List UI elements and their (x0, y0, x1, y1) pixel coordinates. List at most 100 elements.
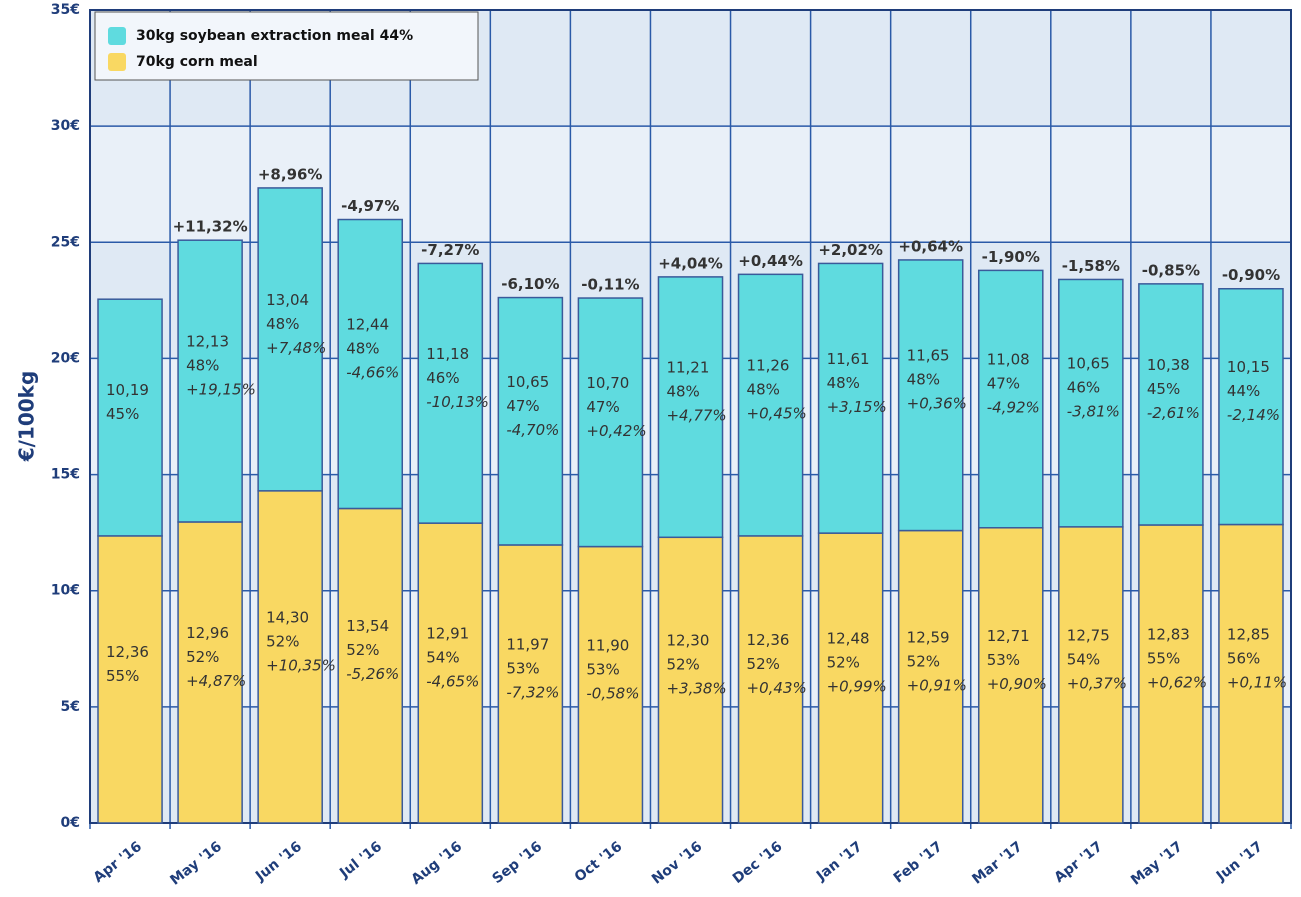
bar-label: -4,66% (346, 364, 399, 382)
bar-label: 52% (907, 652, 940, 670)
bar-label: 47% (506, 397, 539, 415)
bar-label: 12,85 (1227, 625, 1270, 643)
bar-label: 45% (106, 405, 139, 423)
bar-label: 48% (266, 315, 299, 333)
legend-swatch (108, 53, 126, 71)
bar-label: 52% (747, 655, 780, 673)
bar-label: 10,70 (586, 374, 629, 392)
legend-box (94, 11, 479, 81)
bar-label: 46% (426, 369, 459, 387)
bar-segment (1058, 526, 1124, 824)
legend-swatch (108, 27, 126, 45)
bar-label: -0,58% (586, 684, 639, 702)
bar-label: +0,62% (1147, 673, 1207, 691)
bar-segment (1138, 283, 1204, 526)
bar-label: 48% (747, 381, 780, 399)
bar-label: 13,04 (266, 291, 309, 309)
bar-segment (257, 187, 323, 492)
bar-segment (897, 529, 964, 824)
bar-label: 11,90 (586, 636, 629, 654)
x-tick-label: Jun '17 (1213, 839, 1266, 885)
bar-segment (497, 296, 564, 546)
bar-label: 52% (666, 656, 699, 674)
x-tick-label: Sep '16 (490, 839, 546, 887)
bar-label: +0,37% (1067, 674, 1127, 692)
total-change-label: +8,96% (258, 165, 323, 183)
bar-label: +3,38% (666, 680, 726, 698)
x-tick-label: Jun '16 (252, 839, 305, 885)
bar-segment (1218, 523, 1284, 824)
bar-label: 48% (907, 371, 940, 389)
bar-segment (737, 535, 804, 824)
bar-label: +0,91% (907, 676, 967, 694)
x-tick-label: Mar '17 (969, 839, 1025, 888)
bar-segment (97, 535, 163, 824)
bar-label: +0,90% (987, 675, 1047, 693)
bar-segment (977, 527, 1044, 824)
bar-label: 14,30 (266, 608, 309, 626)
bar-label: 12,36 (747, 631, 790, 649)
bar-label: 12,44 (346, 316, 389, 334)
bar-segment (737, 273, 804, 537)
bar-label: 52% (346, 641, 379, 659)
bar-label: +4,87% (186, 672, 246, 690)
bar-label: -3,81% (1067, 403, 1120, 421)
total-change-label: +4,04% (658, 254, 723, 272)
bar-label: +19,15% (186, 381, 256, 399)
bar-label: +0,43% (747, 679, 807, 697)
legend-label: 30kg soybean extraction meal 44% (136, 28, 413, 44)
bar-label: 52% (827, 654, 860, 672)
bar-label: 11,65 (907, 347, 950, 365)
bar-segment (177, 521, 243, 824)
bar-label: 12,96 (186, 624, 229, 642)
bar-label: 52% (266, 632, 299, 650)
bar-label: 10,19 (106, 381, 149, 399)
bar-segment (897, 259, 964, 532)
x-tick-label: Dec '16 (730, 839, 786, 887)
bar-label: 11,26 (747, 357, 790, 375)
bar-label: +3,15% (827, 398, 887, 416)
bar-label: -4,65% (426, 673, 479, 691)
bar-label: 11,18 (426, 345, 469, 363)
bar-segment (1138, 524, 1204, 824)
bar-label: +0,45% (747, 405, 807, 423)
total-change-label: -1,58% (1062, 257, 1120, 275)
bar-label: +7,48% (266, 339, 326, 357)
bar-label: -7,32% (506, 683, 559, 701)
total-change-label: -7,27% (421, 241, 479, 259)
total-change-label: -0,85% (1142, 261, 1200, 279)
bar-label: 12,36 (106, 643, 149, 661)
bar-label: -4,92% (987, 399, 1040, 417)
bar-label: 11,21 (666, 359, 709, 377)
total-change-label: +0,44% (738, 252, 803, 270)
bar-label: 48% (346, 340, 379, 358)
bar-segment (657, 276, 724, 539)
bar-label: 10,65 (1067, 355, 1110, 373)
bar-label: 12,75 (1067, 626, 1110, 644)
y-tick-label: 25€ (51, 234, 80, 250)
y-tick-label: 10€ (51, 583, 80, 599)
total-change-label: -4,97% (341, 197, 399, 215)
total-change-label: -0,90% (1222, 266, 1280, 284)
y-tick-label: 30€ (51, 118, 80, 134)
bar-label: +0,36% (907, 395, 967, 413)
x-tick-label: May '16 (167, 839, 225, 889)
bar-segment (577, 545, 644, 824)
bar-label: 48% (666, 383, 699, 401)
x-tick-label: Apr '17 (1051, 839, 1105, 886)
bar-label: 10,65 (506, 373, 549, 391)
x-tick-label: Feb '17 (891, 839, 946, 887)
bar-label: 56% (1227, 649, 1260, 667)
x-tick-label: Aug '16 (409, 839, 466, 888)
y-tick-label: 20€ (51, 350, 80, 366)
bar-segment (257, 490, 323, 824)
bar-label: 11,08 (987, 351, 1030, 369)
bar-label: 54% (1067, 650, 1100, 668)
bar-label: 11,97 (506, 635, 549, 653)
x-tick-label: Jan '17 (813, 839, 866, 885)
bar-label: 53% (987, 651, 1020, 669)
total-change-label: +11,32% (173, 218, 248, 236)
bar-label: 52% (186, 648, 219, 666)
bar-segment (97, 298, 163, 537)
